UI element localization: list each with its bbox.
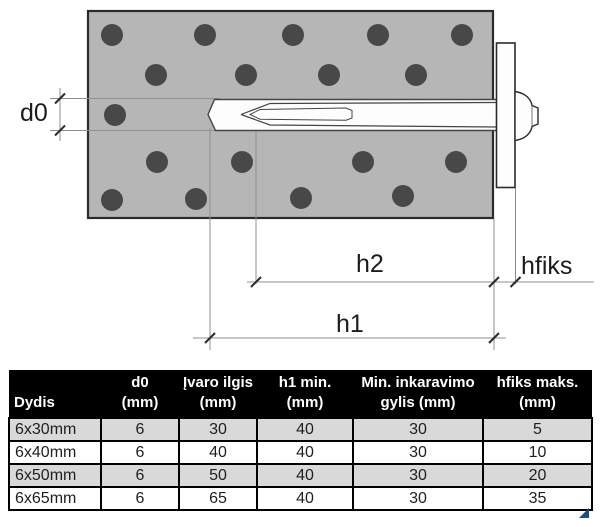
cell-min-gylis: 30 bbox=[352, 463, 484, 488]
nail-shank bbox=[240, 101, 498, 128]
cell-hfiks-maks: 10 bbox=[482, 440, 593, 465]
col-header-dydis: Dydis bbox=[9, 370, 101, 418]
anchor-diagram-drawing bbox=[50, 9, 594, 350]
table-row: 6x65mm 6 65 40 30 35 bbox=[8, 486, 593, 511]
cell-h1-min: 40 bbox=[256, 417, 354, 442]
cell-min-gylis: 30 bbox=[352, 440, 484, 465]
dim-label-h1: h1 bbox=[336, 310, 364, 338]
col-header-ivaro-ilgis: Įvaro ilgis (mm) bbox=[179, 370, 257, 418]
cell-size: 6x30mm bbox=[8, 417, 102, 442]
size-spec-table: Dydis d0 (mm) Įvaro ilgis (mm) h1 min. (… bbox=[8, 370, 593, 511]
cell-size: 6x50mm bbox=[8, 463, 102, 488]
col-header-h1-min: h1 min. (mm) bbox=[257, 370, 353, 418]
anchor-flange bbox=[495, 42, 516, 189]
cell-size: 6x65mm bbox=[8, 486, 102, 511]
cell-d0: 6 bbox=[100, 486, 180, 511]
cell-h1-min: 40 bbox=[256, 463, 354, 488]
cell-hfiks-maks: 5 bbox=[482, 417, 593, 442]
table-row: 6x50mm 6 50 40 30 20 bbox=[8, 463, 593, 488]
cell-size: 6x40mm bbox=[8, 440, 102, 465]
col-header-hfiks-maks: hfiks maks. (mm) bbox=[483, 370, 592, 418]
cell-h1-min: 40 bbox=[256, 486, 354, 511]
col-header-d0: d0 (mm) bbox=[101, 370, 179, 418]
cell-ivaro-ilgis: 65 bbox=[178, 486, 258, 511]
dim-label-d0: d0 bbox=[20, 99, 48, 127]
anchor-cross-section-diagram: d0 h2 h1 hfiks bbox=[20, 9, 594, 350]
cell-ivaro-ilgis: 40 bbox=[178, 440, 258, 465]
cell-hfiks-maks: 20 bbox=[482, 463, 593, 488]
anchor-head bbox=[514, 90, 539, 142]
cell-ivaro-ilgis: 50 bbox=[178, 463, 258, 488]
table-row: 6x40mm 6 40 40 30 10 bbox=[8, 440, 593, 465]
tick-marks bbox=[54, 92, 522, 344]
aggregate-dots bbox=[101, 24, 473, 211]
table-row: 6x30mm 6 30 40 30 5 bbox=[8, 417, 593, 442]
cell-ivaro-ilgis: 30 bbox=[178, 417, 258, 442]
col-header-min-inkaravimo-gylis: Min. inkaravimo gylis (mm) bbox=[353, 370, 483, 418]
cell-min-gylis: 30 bbox=[352, 486, 484, 511]
table-corner-marker bbox=[579, 508, 589, 518]
dim-label-hfiks: hfiks bbox=[521, 252, 573, 280]
dimension-lines bbox=[50, 88, 594, 350]
cell-h1-min: 40 bbox=[256, 440, 354, 465]
cell-d0: 6 bbox=[100, 463, 180, 488]
cell-d0: 6 bbox=[100, 440, 180, 465]
spec-table-header: Dydis d0 (mm) Įvaro ilgis (mm) h1 min. (… bbox=[9, 370, 592, 418]
cell-d0: 6 bbox=[100, 417, 180, 442]
cell-hfiks-maks: 35 bbox=[482, 486, 593, 511]
cell-min-gylis: 30 bbox=[352, 417, 484, 442]
dim-label-h2: h2 bbox=[356, 250, 384, 278]
